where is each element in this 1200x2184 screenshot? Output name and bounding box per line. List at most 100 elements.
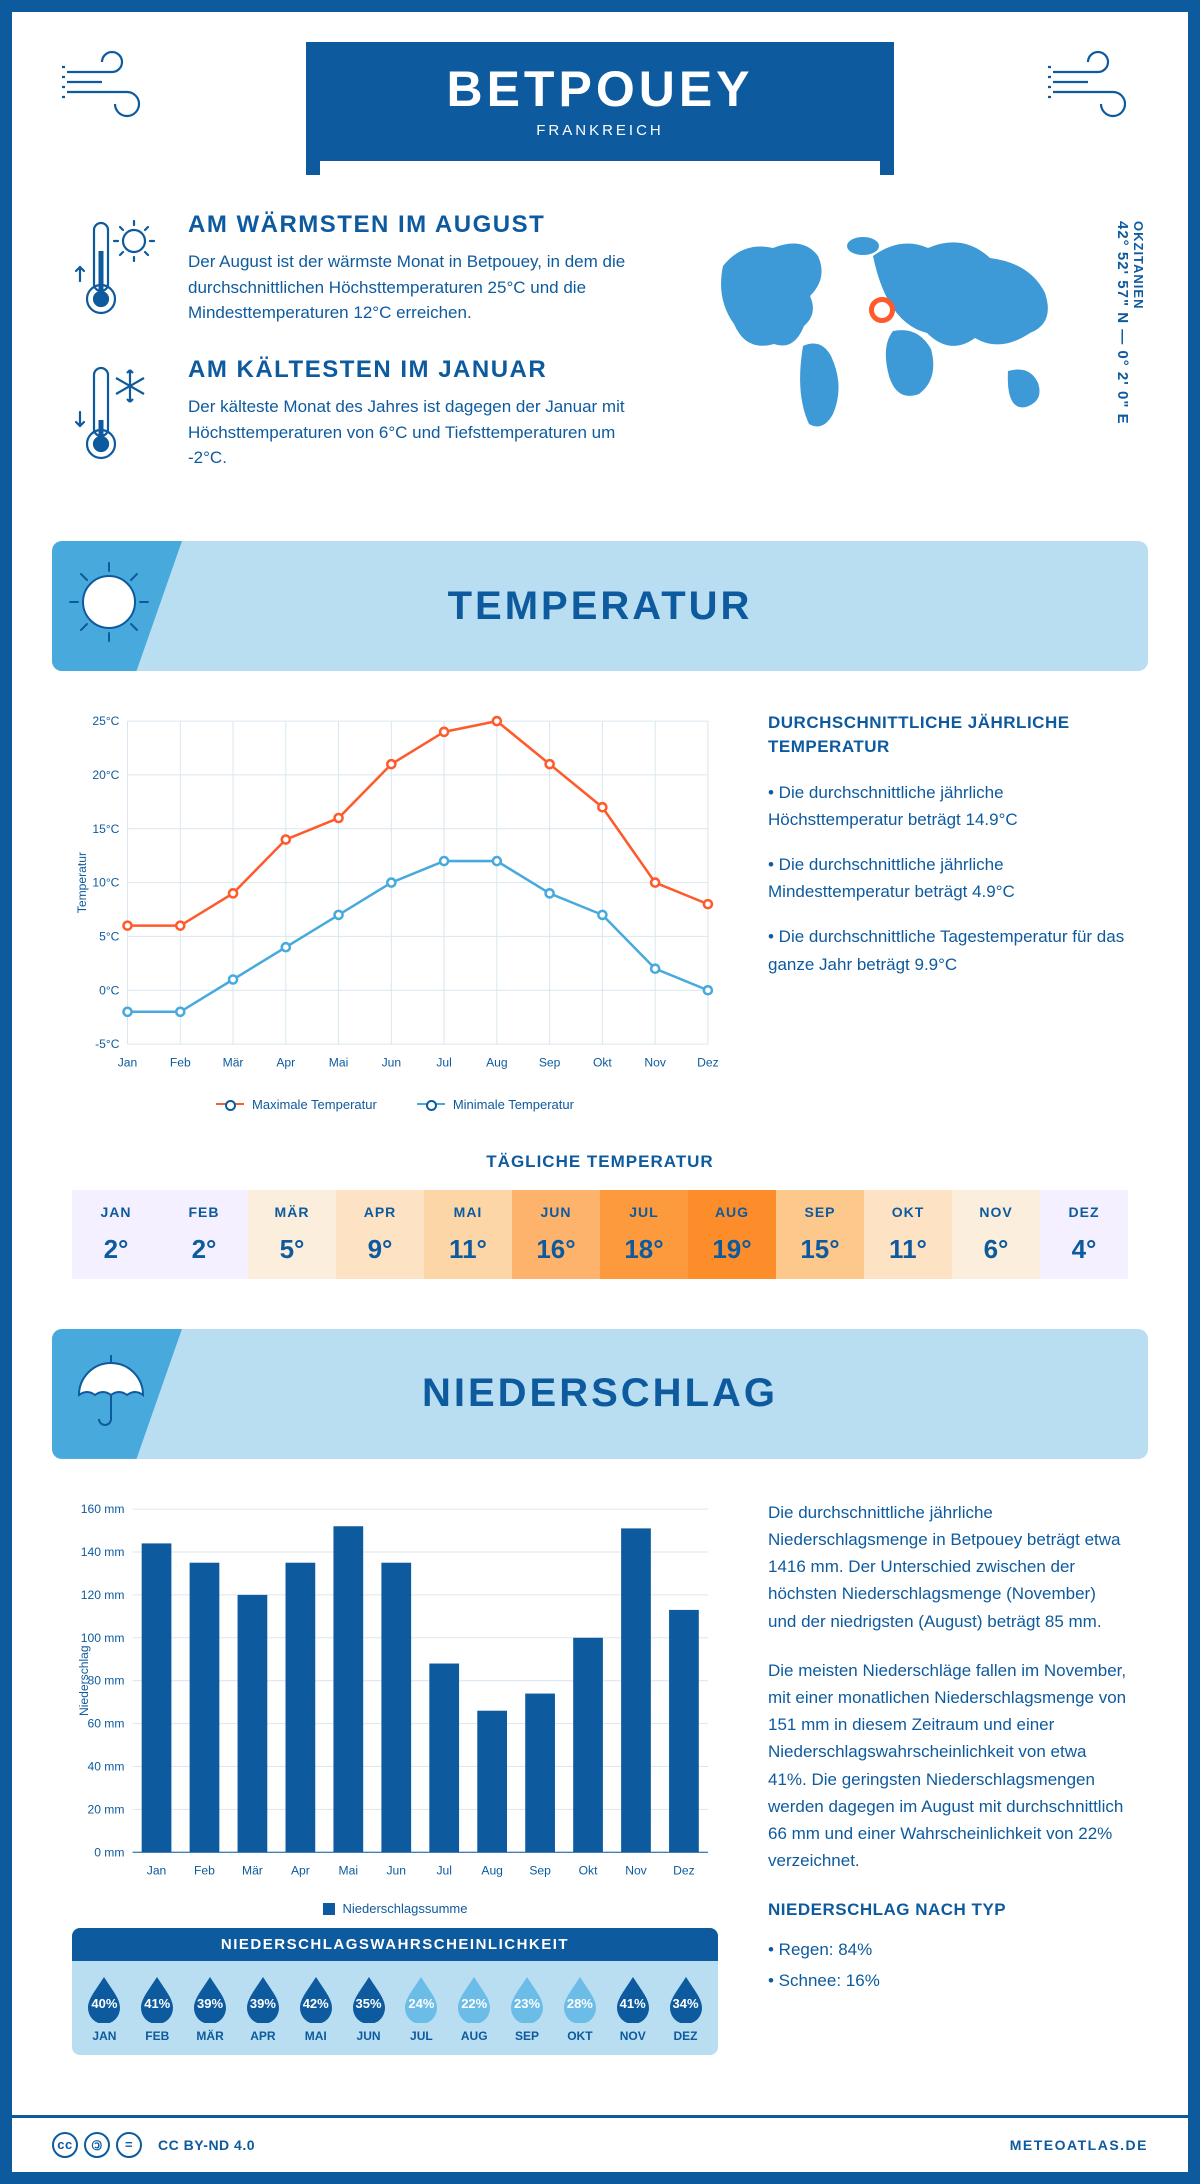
- svg-text:Jun: Jun: [386, 1863, 406, 1877]
- wind-icon: [57, 47, 157, 127]
- svg-text:Jul: Jul: [436, 1863, 451, 1877]
- license-block: cc 🄯 = CC BY-ND 4.0: [52, 2132, 255, 2158]
- svg-text:20 mm: 20 mm: [87, 1802, 124, 1816]
- info-bullet: • Die durchschnittliche Tagestemperatur …: [768, 923, 1128, 977]
- svg-text:Apr: Apr: [291, 1863, 310, 1877]
- header: BETPOUEY FRANKREICH: [12, 12, 1188, 201]
- daily-cell: OKT11°: [864, 1190, 952, 1279]
- sun-icon: [52, 541, 182, 671]
- svg-text:Temperatur: Temperatur: [75, 852, 89, 913]
- precipitation-section: 0 mm20 mm40 mm60 mm80 mm100 mm120 mm140 …: [12, 1459, 1188, 2085]
- probability-title: NIEDERSCHLAGSWAHRSCHEINLICHKEIT: [72, 1928, 718, 1961]
- section-banner-temperature: TEMPERATUR: [52, 541, 1148, 671]
- probability-cell: 41% NOV: [606, 1975, 659, 2043]
- drop-icon: 24%: [402, 1975, 440, 2023]
- svg-text:Sep: Sep: [539, 1055, 561, 1069]
- svg-text:0 mm: 0 mm: [94, 1845, 124, 1859]
- svg-text:Dez: Dez: [697, 1055, 718, 1069]
- drop-icon: 22%: [455, 1975, 493, 2023]
- svg-text:80 mm: 80 mm: [87, 1674, 124, 1688]
- wind-icon: [1043, 47, 1143, 127]
- daily-cell: JUN16°: [512, 1190, 600, 1279]
- location-marker-icon: [869, 297, 895, 323]
- by-icon: 🄯: [84, 2132, 110, 2158]
- daily-cell: AUG19°: [688, 1190, 776, 1279]
- svg-text:140 mm: 140 mm: [81, 1545, 125, 1559]
- svg-text:0°C: 0°C: [99, 983, 120, 997]
- daily-cell: JUL18°: [600, 1190, 688, 1279]
- footer: cc 🄯 = CC BY-ND 4.0 METEOATLAS.DE: [12, 2115, 1188, 2172]
- drop-icon: 28%: [561, 1975, 599, 2023]
- svg-text:160 mm: 160 mm: [81, 1502, 125, 1516]
- precipitation-chart: 0 mm20 mm40 mm60 mm80 mm100 mm120 mm140 …: [72, 1499, 718, 2055]
- svg-text:Mär: Mär: [223, 1055, 244, 1069]
- probability-cell: 42% MAI: [289, 1975, 342, 2043]
- daily-temperature-row: JAN2°FEB2°MÄR5°APR9°MAI11°JUN16°JUL18°AU…: [72, 1190, 1128, 1279]
- license-text: CC BY-ND 4.0: [158, 2137, 255, 2153]
- fact-warmest: AM WÄRMSTEN IM AUGUST Der August ist der…: [72, 211, 658, 326]
- probability-block: NIEDERSCHLAGSWAHRSCHEINLICHKEIT 40% JAN …: [72, 1928, 718, 2055]
- precipitation-info: Die durchschnittliche jährliche Niedersc…: [768, 1499, 1128, 2055]
- temperature-section: -5°C0°C5°C10°C15°C20°C25°CJanFebMärAprMa…: [12, 671, 1188, 1142]
- temperature-chart: -5°C0°C5°C10°C15°C20°C25°CJanFebMärAprMa…: [72, 711, 718, 1112]
- chart-legend: Niederschlagssumme: [72, 1887, 718, 1918]
- daily-cell: DEZ4°: [1040, 1190, 1128, 1279]
- fact-title: AM WÄRMSTEN IM AUGUST: [188, 211, 658, 239]
- world-map: [698, 211, 1098, 441]
- info-title: DURCHSCHNITTLICHE JÄHRLICHE TEMPERATUR: [768, 711, 1128, 759]
- coordinates: OKZITANIEN 42° 52' 57" N — 0° 2' 0" E: [1114, 221, 1146, 425]
- svg-text:Feb: Feb: [170, 1055, 191, 1069]
- legend-item: Minimale Temperatur: [417, 1097, 574, 1112]
- info-text: Die durchschnittliche jährliche Niedersc…: [768, 1499, 1128, 1635]
- thermometer-snow-icon: [72, 356, 162, 471]
- info-subtitle: NIEDERSCHLAG NACH TYP: [768, 1896, 1128, 1923]
- probability-cell: 22% AUG: [448, 1975, 501, 2043]
- svg-text:Aug: Aug: [481, 1863, 503, 1877]
- probability-cell: 24% JUL: [395, 1975, 448, 2043]
- svg-text:Jul: Jul: [436, 1055, 451, 1069]
- thermometer-sun-icon: [72, 211, 162, 326]
- svg-text:Mär: Mär: [242, 1863, 263, 1877]
- city-name: BETPOUEY: [446, 60, 753, 118]
- probability-cell: 23% SEP: [501, 1975, 554, 2043]
- probability-cell: 41% FEB: [131, 1975, 184, 2043]
- drop-icon: 41%: [138, 1975, 176, 2023]
- svg-text:Nov: Nov: [644, 1055, 666, 1069]
- page-frame: BETPOUEY FRANKREICH AM WÄRMSTEN IM AUGUS…: [0, 0, 1200, 2184]
- fact-text: Der kälteste Monat des Jahres ist dagege…: [188, 394, 658, 471]
- drop-icon: 23%: [508, 1975, 546, 2023]
- info-bullet: • Die durchschnittliche jährliche Höchst…: [768, 779, 1128, 833]
- intro-section: AM WÄRMSTEN IM AUGUST Der August ist der…: [12, 201, 1188, 541]
- svg-text:Aug: Aug: [486, 1055, 508, 1069]
- daily-title: TÄGLICHE TEMPERATUR: [12, 1152, 1188, 1172]
- map-block: OKZITANIEN 42° 52' 57" N — 0° 2' 0" E: [698, 211, 1128, 501]
- drop-icon: 40%: [85, 1975, 123, 2023]
- probability-cell: 35% JUN: [342, 1975, 395, 2043]
- drop-icon: 42%: [297, 1975, 335, 2023]
- title-banner: BETPOUEY FRANKREICH: [306, 42, 893, 161]
- drop-icon: 34%: [667, 1975, 705, 2023]
- svg-text:100 mm: 100 mm: [81, 1631, 125, 1645]
- svg-text:Dez: Dez: [673, 1863, 695, 1877]
- temperature-info: DURCHSCHNITTLICHE JÄHRLICHE TEMPERATUR •…: [768, 711, 1128, 1112]
- info-bullet: • Die durchschnittliche jährliche Mindes…: [768, 851, 1128, 905]
- svg-text:Okt: Okt: [579, 1863, 598, 1877]
- legend-item: Maximale Temperatur: [216, 1097, 377, 1112]
- svg-text:Nov: Nov: [625, 1863, 647, 1877]
- fact-coldest: AM KÄLTESTEN IM JANUAR Der kälteste Mona…: [72, 356, 658, 471]
- drop-icon: 39%: [191, 1975, 229, 2023]
- nd-icon: =: [116, 2132, 142, 2158]
- svg-text:Niederschlag: Niederschlag: [77, 1645, 91, 1716]
- drop-icon: 39%: [244, 1975, 282, 2023]
- probability-cell: 28% OKT: [553, 1975, 606, 2043]
- daily-cell: NOV6°: [952, 1190, 1040, 1279]
- country-name: FRANKREICH: [446, 122, 753, 139]
- umbrella-icon: [52, 1329, 182, 1459]
- svg-text:5°C: 5°C: [99, 929, 120, 943]
- site-name: METEOATLAS.DE: [1010, 2137, 1148, 2153]
- daily-cell: JAN2°: [72, 1190, 160, 1279]
- svg-text:Sep: Sep: [529, 1863, 551, 1877]
- section-title: TEMPERATUR: [448, 584, 753, 629]
- fact-title: AM KÄLTESTEN IM JANUAR: [188, 356, 658, 384]
- svg-text:Apr: Apr: [276, 1055, 295, 1069]
